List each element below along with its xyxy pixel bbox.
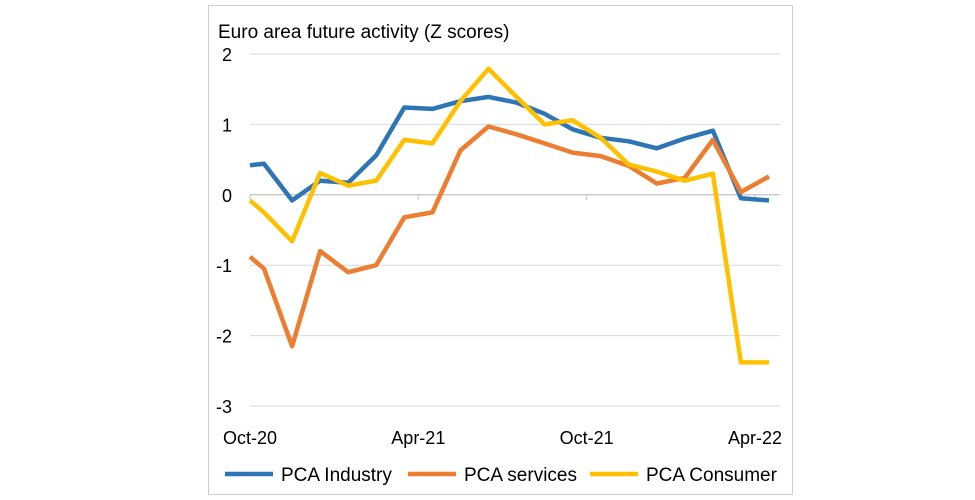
x-tick-label: Oct-21: [560, 428, 614, 448]
series-lines: [248, 66, 771, 365]
x-tick-label: Oct-20: [223, 428, 277, 448]
y-tick-label: 1: [222, 115, 232, 135]
series-line-pca-services: [248, 124, 771, 349]
x-axis: Oct-20 Apr-21 Oct-21 Apr-22: [223, 194, 782, 448]
chart-frame: [208, 5, 793, 495]
gridlines: [250, 53, 780, 407]
chart-title: Euro area future activity (Z scores): [218, 22, 509, 43]
series-line-pca-consumer: [248, 66, 769, 365]
x-tick-label: Apr-21: [391, 428, 445, 448]
legend: PCA Industry PCA services PCA Consumer: [225, 465, 778, 486]
x-tick-label: Apr-22: [728, 428, 782, 448]
y-tick-label: 2: [222, 45, 232, 65]
y-tick-label: 0: [222, 186, 232, 206]
legend-label: PCA services: [464, 465, 577, 486]
series-line-pca-industry: [249, 94, 770, 203]
y-tick-label: -2: [216, 327, 232, 347]
y-axis-ticks: 2 1 0 -1 -2 -3: [216, 45, 232, 417]
y-tick-label: -1: [216, 256, 232, 276]
y-tick-label: -3: [216, 397, 232, 417]
legend-label: PCA Industry: [281, 465, 392, 486]
legend-label: PCA Consumer: [646, 465, 778, 486]
